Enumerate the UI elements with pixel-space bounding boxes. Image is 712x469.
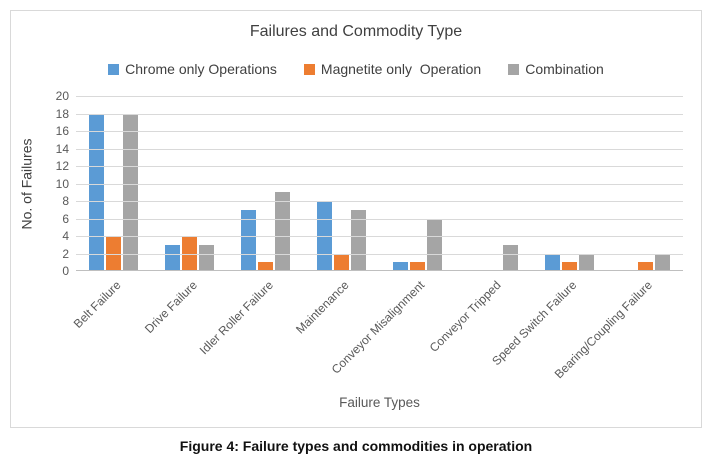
bar-magnetite-only-operation-speed-switch-failure [561,262,577,271]
gridline [76,96,683,97]
x-axis-category-labels: Belt Failure Drive Failure Idler Roller Fa… [71,271,683,391]
y-tick-label: 0 [62,264,69,278]
legend-label: Chrome only Operations [125,61,277,77]
y-tick-label: 4 [62,229,69,243]
legend-marker-icon [108,63,120,75]
bar-combination-maintenance [351,209,367,271]
plot-area [76,96,683,271]
bar-chrome-only-operations-speed-switch-failure [544,253,560,271]
bar-group-bearing-coupling-failure [607,96,683,271]
bar-combination-speed-switch-failure [578,253,594,271]
y-tick-label: 2 [62,246,69,261]
bar-chrome-only-operations-idler-roller-failure [241,209,257,271]
legend-label: Magnetite only Operation [320,61,482,77]
gridline [76,131,683,132]
legend-label: Combination [525,61,604,77]
gridline [76,166,683,167]
x-label-cell: Belt Failure [71,271,152,391]
y-tick-label: 8 [62,194,69,208]
y-tick-label: 18 [55,106,69,121]
y-tick-label: 20 [55,89,69,103]
bar-group-conveyor-tripped [455,96,531,271]
gridline [76,183,683,185]
x-label-cell: Idler Roller Failure [196,271,304,391]
bar-magnetite-only-operation-bearing-coupling-failure [637,262,653,271]
gridline [76,201,683,202]
y-axis-ticks: 0 2 4 6 8 10 12 14 16 18 20 [41,89,69,278]
bar-chrome-only-operations-conveyor-misalignment [392,262,408,271]
bar-combination-conveyor-misalignment [426,218,442,271]
gridline [76,218,683,220]
chart-title: Failures and Commodity Type [249,23,463,40]
legend-item-combination: Combination [508,61,604,77]
bar-combination-idler-roller-failure [275,192,291,271]
x-label-cell: Bearing/Coupling Failure [552,271,683,391]
y-tick-label: 16 [55,124,69,138]
bar-chrome-only-operations-drive-failure [165,244,181,271]
bar-group-speed-switch-failure [531,96,607,271]
bar-chrome-only-operations-belt-failure [89,113,105,271]
bar-combination-belt-failure [123,113,139,271]
gridline [76,148,683,150]
y-tick-label: 14 [55,141,69,156]
bar-group-drive-failure [152,96,228,271]
bar-group-belt-failure [76,96,152,271]
x-category-label-belt-failure: Belt Failure [71,278,124,331]
gridline [76,236,683,237]
chart-legend: Chrome only Operations Magnetite only Ope… [11,61,701,77]
chart-figure: Failures and Commodity Type Chrome only … [10,10,702,428]
bar-magnetite-only-operation-conveyor-misalignment [409,262,425,271]
bar-combination-bearing-coupling-failure [654,253,670,271]
y-tick-label: 6 [62,211,69,226]
x-axis-title: Failure Types [339,395,420,410]
y-tick-label: 12 [55,159,69,173]
y-tick-label: 10 [55,176,69,191]
bar-combination-drive-failure [199,244,215,271]
bar-magnetite-only-operation-maintenance [334,253,350,271]
x-axis-line [76,270,683,271]
legend-item-magnetite-only-operation: Magnetite only Operation [303,61,482,77]
bar-combination-conveyor-tripped [502,244,518,271]
legend-item-chrome-only-operations: Chrome only Operations [108,61,277,77]
y-axis-title: No. of Failures [19,137,36,230]
legend-marker-icon [508,63,520,75]
legend-marker-icon [303,63,315,75]
gridline [76,113,683,115]
figure-caption: Figure 4: Failure types and commodities … [179,438,533,454]
bar-group-idler-roller-failure [228,96,304,271]
bar-magnetite-only-operation-idler-roller-failure [258,262,274,271]
bar-group-conveyor-misalignment [380,96,456,271]
gridline [76,253,683,255]
